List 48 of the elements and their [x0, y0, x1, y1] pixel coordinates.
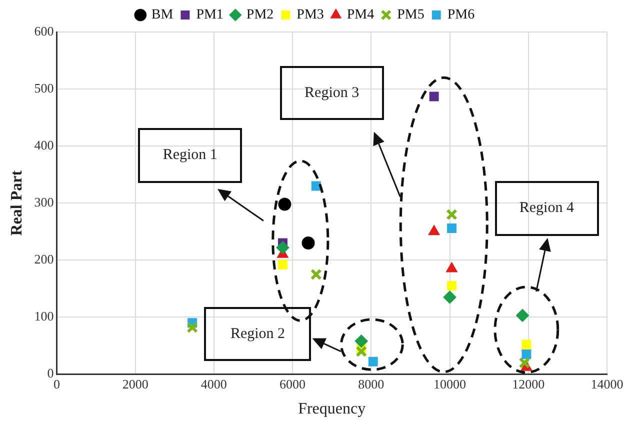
legend-label: PM6: [447, 8, 475, 23]
point: [522, 349, 532, 359]
point: [516, 308, 529, 322]
point: [186, 322, 198, 334]
y-axis-title: Real Part: [8, 170, 26, 236]
point: [522, 340, 532, 350]
point: [310, 268, 322, 280]
y-tick-label: 400: [34, 137, 54, 152]
point: [276, 241, 290, 254]
point: [356, 346, 368, 358]
legend-label: PM3: [296, 8, 324, 23]
point: [446, 208, 458, 220]
legend-label: PM2: [246, 8, 274, 23]
annotation: Region 3: [280, 66, 384, 120]
annotation: Region 4: [494, 181, 599, 236]
point: [278, 198, 292, 211]
x-tick-label: 10000: [434, 376, 466, 392]
x-tick-label: 14000: [590, 376, 624, 392]
y-tick-label: 600: [34, 23, 54, 38]
y-tick-label: 0: [47, 366, 54, 381]
annotation: Region 1: [138, 128, 242, 183]
point: [446, 281, 456, 291]
y-tick-label: 300: [34, 194, 54, 210]
point: [302, 236, 315, 250]
point: [446, 223, 456, 233]
x-tick-label: 8000: [358, 376, 384, 392]
x-tick-label: 2000: [122, 376, 148, 392]
legend-label: PM5: [397, 8, 424, 23]
x-tick-label: 4000: [200, 376, 227, 392]
x-tick-label: 6000: [280, 376, 306, 392]
point: [518, 357, 530, 369]
point: [428, 225, 440, 236]
y-tick-label: 200: [34, 252, 54, 267]
annotation: Region 2: [204, 307, 312, 362]
legend-label: BM: [151, 8, 174, 23]
point: [278, 260, 288, 270]
point: [311, 181, 321, 191]
x-tick-label: 12000: [512, 376, 545, 392]
point: [446, 262, 458, 272]
point: [443, 290, 456, 304]
point: [429, 92, 439, 102]
x-axis-title: Frequency: [298, 400, 366, 418]
legend-label: PM4: [346, 8, 374, 23]
point: [368, 356, 378, 366]
point: [354, 334, 368, 348]
legend-label: PM1: [196, 8, 224, 23]
y-tick-label: 500: [34, 80, 54, 96]
y-tick-label: 100: [34, 308, 54, 324]
